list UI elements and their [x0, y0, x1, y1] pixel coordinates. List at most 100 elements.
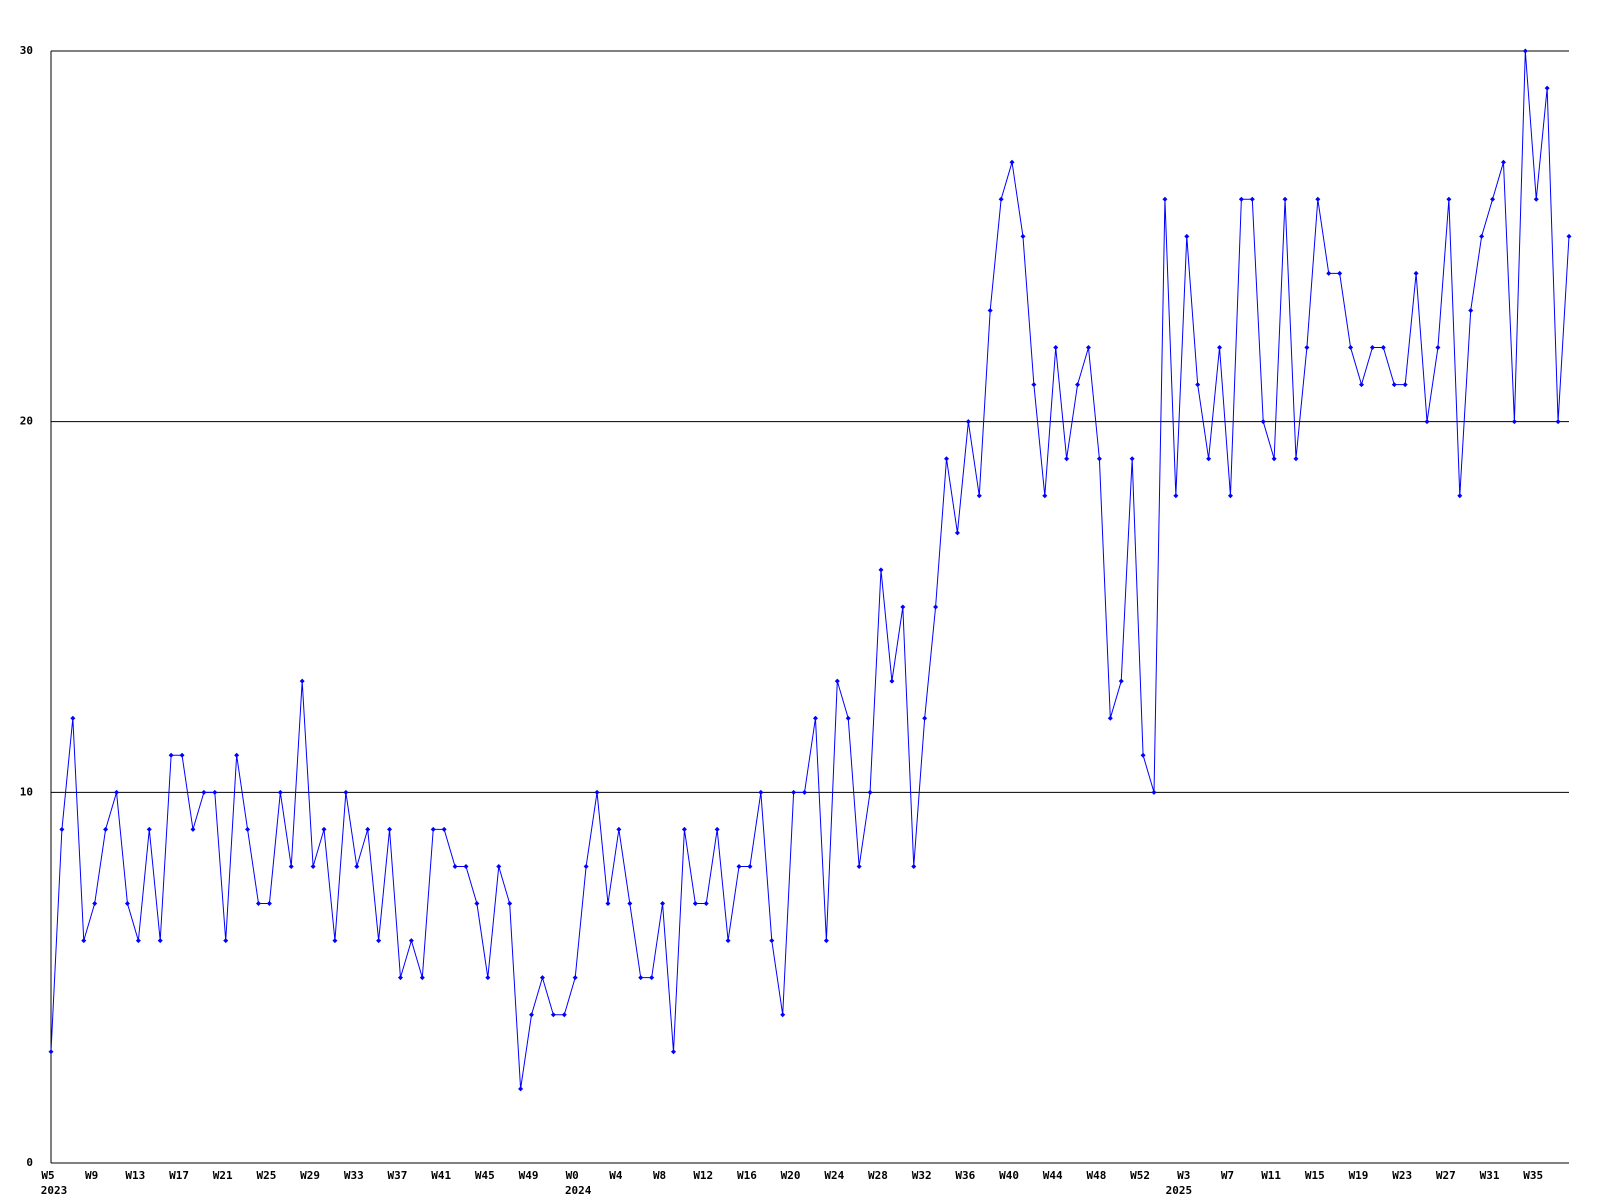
data-point: [1326, 270, 1332, 276]
data-point: [288, 863, 294, 869]
x-tick-label: W27: [1436, 1169, 1456, 1182]
data-point: [583, 863, 589, 869]
data-point: [299, 678, 305, 684]
data-point: [649, 975, 655, 981]
data-point: [103, 826, 109, 832]
data-point: [1206, 456, 1212, 462]
data-point: [1238, 196, 1244, 202]
data-point: [1522, 48, 1528, 54]
data-point: [1096, 456, 1102, 462]
data-point: [812, 715, 818, 721]
data-point: [124, 901, 130, 907]
data-point: [1315, 196, 1321, 202]
x-tick-label: W25: [256, 1169, 276, 1182]
x-tick-label: W36: [955, 1169, 975, 1182]
data-point: [266, 901, 272, 907]
data-point: [157, 938, 163, 944]
data-point: [944, 456, 950, 462]
x-tick-label: W45: [475, 1169, 495, 1182]
x-tick-label: W5: [41, 1169, 54, 1182]
data-point: [965, 419, 971, 425]
data-point: [179, 752, 185, 758]
data-point: [1217, 345, 1223, 351]
data-point: [867, 789, 873, 795]
data-point: [1271, 456, 1277, 462]
data-point: [747, 863, 753, 869]
x-tick-label: W9: [85, 1169, 98, 1182]
data-point: [627, 901, 633, 907]
data-point: [769, 938, 775, 944]
data-point: [1500, 159, 1506, 165]
data-point: [638, 975, 644, 981]
data-point: [474, 901, 480, 907]
x-tick-label: W35: [1523, 1169, 1543, 1182]
data-point: [1085, 345, 1091, 351]
x-tick-label: W29: [300, 1169, 320, 1182]
data-point: [135, 938, 141, 944]
data-point: [1490, 196, 1496, 202]
data-point: [954, 530, 960, 536]
data-point: [670, 1049, 676, 1055]
data-point: [1195, 382, 1201, 388]
data-line: [50, 50, 1570, 1089]
data-point: [1042, 493, 1048, 499]
x-tick-label: W28: [868, 1169, 888, 1182]
data-point: [1479, 233, 1485, 239]
data-point: [572, 975, 578, 981]
data-point: [332, 938, 338, 944]
data-point: [1413, 270, 1419, 276]
y-tick-label: 20: [20, 415, 33, 428]
data-point: [59, 826, 65, 832]
data-point: [736, 863, 742, 869]
data-point: [889, 678, 895, 684]
data-point: [1424, 419, 1430, 425]
data-point: [223, 938, 229, 944]
x-tick-label: W37: [388, 1169, 408, 1182]
data-point: [758, 789, 764, 795]
x-tick-label: W40: [999, 1169, 1019, 1182]
data-point: [1031, 382, 1037, 388]
data-point: [1009, 159, 1015, 165]
data-point: [114, 789, 120, 795]
data-point: [1435, 345, 1441, 351]
data-point: [441, 826, 447, 832]
data-point: [1359, 382, 1365, 388]
x-tick-label: W19: [1349, 1169, 1369, 1182]
x-tick-label: W48: [1086, 1169, 1106, 1182]
data-point: [1249, 196, 1255, 202]
x-tick-label: W15: [1305, 1169, 1325, 1182]
data-point: [408, 938, 414, 944]
data-point: [1064, 456, 1070, 462]
data-point: [1020, 233, 1026, 239]
x-tick-label: W7: [1221, 1169, 1234, 1182]
data-point: [856, 863, 862, 869]
data-point: [791, 789, 797, 795]
x-group-label: 2025: [1166, 1184, 1193, 1197]
data-point: [277, 789, 283, 795]
data-point: [1555, 419, 1561, 425]
data-point: [397, 975, 403, 981]
y-tick-label: 10: [20, 785, 33, 798]
x-tick-label: W11: [1261, 1169, 1281, 1182]
data-point: [1566, 233, 1572, 239]
data-point: [146, 826, 152, 832]
data-point: [660, 901, 666, 907]
data-point: [1184, 233, 1190, 239]
data-point: [212, 789, 218, 795]
x-tick-label: W49: [519, 1169, 539, 1182]
data-point: [834, 678, 840, 684]
data-point: [70, 715, 76, 721]
data-point: [255, 901, 261, 907]
data-point: [1075, 382, 1081, 388]
data-point: [376, 938, 382, 944]
data-point: [1107, 715, 1113, 721]
data-point: [463, 863, 469, 869]
data-point: [1402, 382, 1408, 388]
data-point: [452, 863, 458, 869]
data-point: [1337, 270, 1343, 276]
data-point: [550, 1012, 556, 1018]
data-point: [1173, 493, 1179, 499]
data-point: [1053, 345, 1059, 351]
